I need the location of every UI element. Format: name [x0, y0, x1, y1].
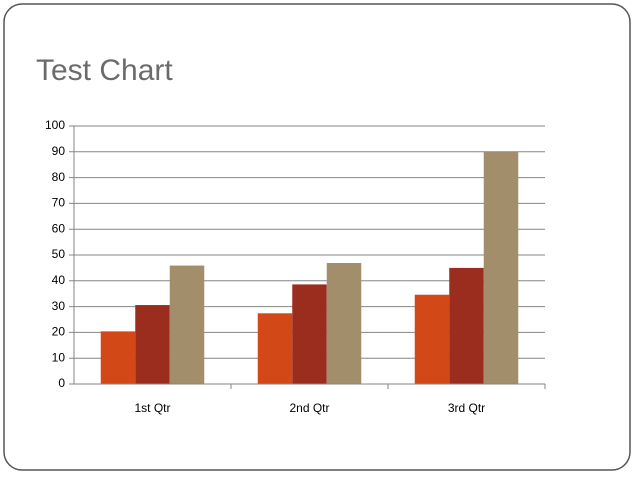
bar [257, 313, 293, 384]
frame [3, 3, 631, 471]
bar [414, 294, 450, 384]
y-tick-label: 100 [45, 118, 65, 132]
bar [135, 305, 170, 384]
x-tick-label: 1st Qtr [134, 401, 170, 415]
bar [100, 331, 136, 384]
x-tick-label: 3rd Qtr [448, 401, 485, 415]
y-tick-label: 40 [52, 273, 66, 287]
x-tick-label: 2nd Qtr [289, 401, 329, 415]
bar [169, 265, 205, 384]
chart-title: Test Chart [36, 54, 173, 87]
y-tick-label: 50 [52, 247, 66, 261]
y-tick-label: 70 [52, 196, 66, 210]
bar [292, 284, 327, 384]
y-tick-label: 90 [52, 144, 66, 158]
bar [483, 151, 519, 384]
bar [449, 267, 484, 384]
y-tick-label: 0 [58, 376, 65, 390]
y-tick-label: 20 [52, 325, 66, 339]
y-tick-label: 10 [52, 350, 66, 364]
y-tick-label: 30 [52, 299, 66, 313]
y-tick-label: 80 [52, 170, 66, 184]
y-tick-label: 60 [52, 221, 66, 235]
bar [326, 262, 362, 384]
